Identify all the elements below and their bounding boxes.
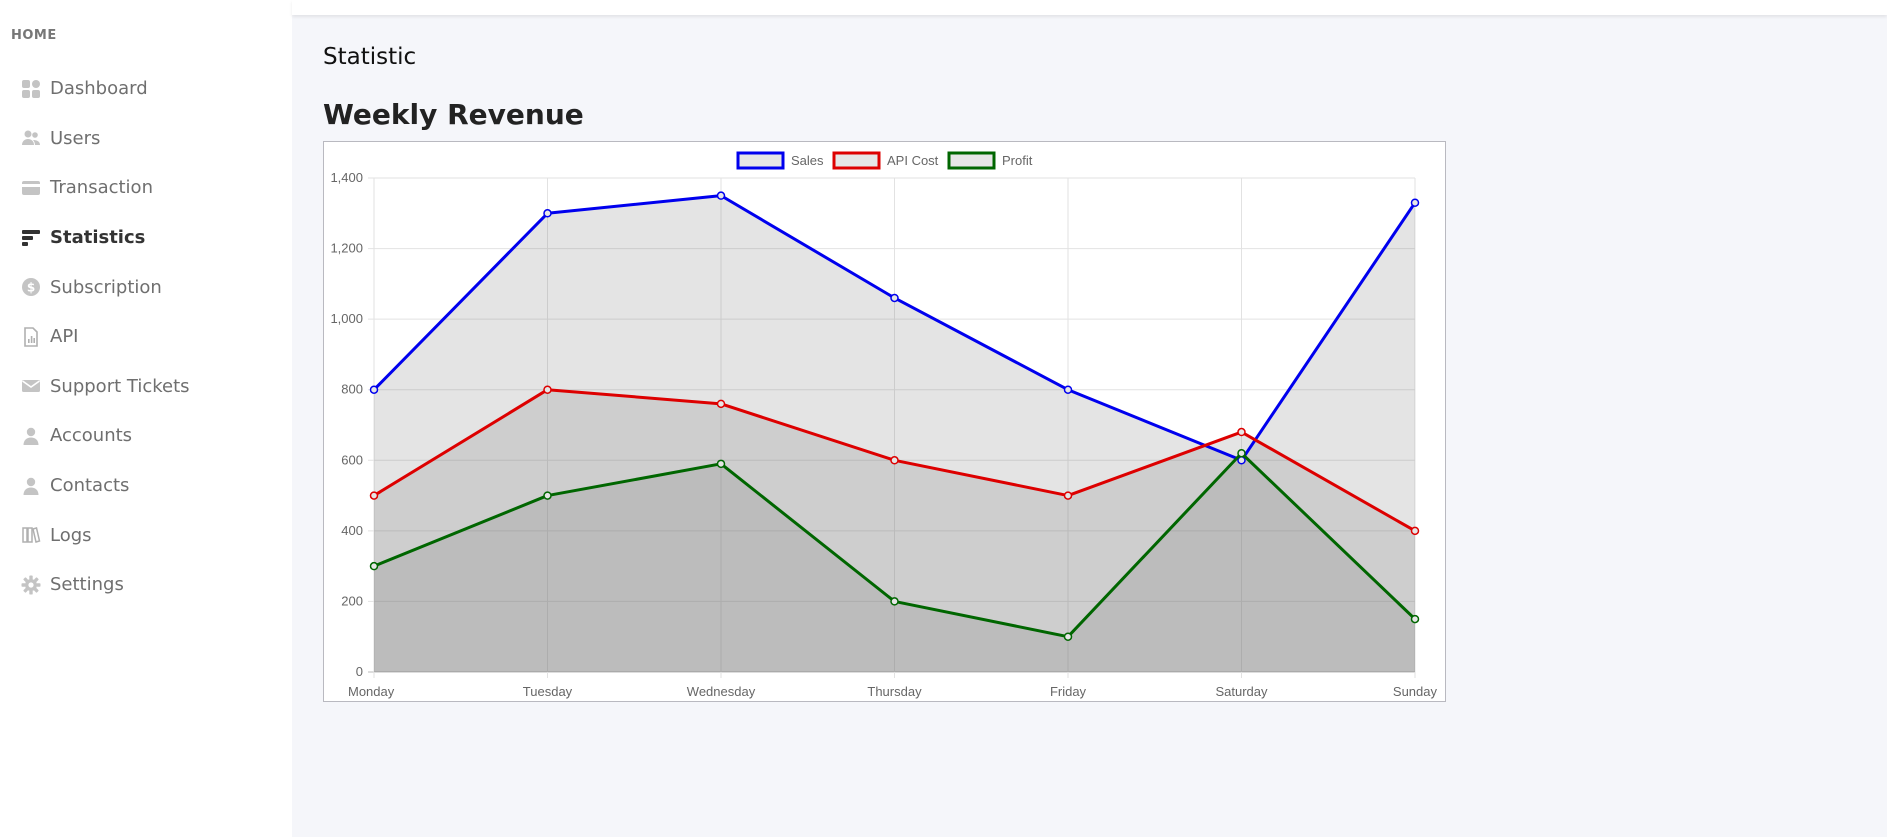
x-tick-label: Saturday (1215, 684, 1268, 699)
data-point-sales (1410, 198, 1420, 207)
sidebar-item-logs[interactable]: Logs (0, 510, 292, 560)
data-point-profit (890, 597, 899, 606)
data-point-profit (543, 491, 552, 500)
sidebar-item-label: API (50, 326, 79, 348)
data-point-profit (1237, 448, 1246, 458)
chart-svg: 0 200 400 600 800 1,000 1,200 1,400 Monday Tuesda… (330, 151, 1438, 699)
nav-list: Dashboard Users Transaction Statistics $ Subs… (0, 64, 292, 610)
x-tick-label: Friday (1050, 684, 1087, 699)
sidebar-item-accounts[interactable]: Accounts (0, 411, 292, 461)
data-point-sales (369, 385, 379, 394)
sidebar-item-label: Settings (50, 574, 124, 596)
sidebar: HOME Dashboard Users Transaction Statistics… (0, 0, 292, 837)
statistics-icon (21, 228, 41, 248)
top-bar (292, 0, 1887, 15)
legend-label-sales: Sales (791, 153, 824, 168)
y-tick-label: 0 (356, 664, 363, 679)
sidebar-item-label: Subscription (50, 276, 162, 298)
x-tick-label: Sunday (1393, 684, 1438, 699)
weekly-revenue-chart: 0 200 400 600 800 1,000 1,200 1,400 Monday Tuesda… (323, 141, 1446, 702)
sidebar-item-label: Accounts (50, 425, 133, 447)
sidebar-item-label: Support Tickets (50, 375, 190, 397)
envelope-icon (21, 376, 41, 396)
area-api-cost (374, 389, 1415, 672)
y-tick-label: 200 (341, 593, 363, 608)
sidebar-item-statistics[interactable]: Statistics (0, 213, 292, 263)
y-tick-label: 600 (341, 452, 363, 467)
svg-text:$: $ (27, 281, 35, 295)
area-profit (374, 453, 1415, 672)
user-icon (21, 426, 41, 446)
file-chart-icon (21, 326, 41, 347)
sidebar-item-label: Transaction (50, 177, 153, 199)
legend-label-profit: Profit (1002, 153, 1033, 168)
data-point-profit (716, 459, 726, 469)
data-point-sales (716, 191, 726, 200)
dashboard-icon (21, 79, 41, 99)
sidebar-item-users[interactable]: Users (0, 114, 292, 164)
data-point-sales (1063, 385, 1073, 394)
x-tick-label: Tuesday (523, 684, 573, 699)
x-tick-label: Wednesday (687, 684, 756, 699)
sidebar-item-subscription[interactable]: $ Subscription (0, 262, 292, 312)
dollar-icon: $ (21, 277, 41, 297)
nav-section-label: HOME (11, 28, 57, 43)
y-tick-label: 400 (341, 523, 363, 538)
y-tick-label: 1,000 (330, 311, 363, 326)
data-point-api-cost (1063, 491, 1073, 500)
sidebar-item-label: Dashboard (50, 78, 148, 100)
y-tick-label: 1,400 (330, 170, 363, 185)
data-point-profit (1410, 614, 1420, 624)
sidebar-item-label: Statistics (50, 227, 146, 249)
sidebar-item-transaction[interactable]: Transaction (0, 163, 292, 213)
data-point-api-cost (369, 491, 379, 500)
area-sales (374, 195, 1415, 672)
sidebar-item-contacts[interactable]: Contacts (0, 461, 292, 511)
data-point-api-cost (890, 456, 899, 465)
sidebar-item-dashboard[interactable]: Dashboard (0, 64, 292, 114)
sidebar-item-label: Users (50, 127, 101, 149)
users-icon (21, 128, 41, 148)
book-icon (21, 525, 41, 545)
data-point-api-cost (716, 399, 726, 409)
sidebar-item-support-tickets[interactable]: Support Tickets (0, 362, 292, 412)
data-point-profit (369, 561, 379, 571)
x-tick-label: Monday (348, 684, 395, 699)
page-title: Statistic (323, 44, 417, 70)
legend-swatch-profit (947, 151, 996, 170)
credit-card-icon (21, 178, 41, 198)
sidebar-item-label: Logs (50, 524, 92, 546)
x-tick-label: Thursday (867, 684, 922, 699)
data-point-api-cost (1410, 526, 1420, 536)
sidebar-item-settings[interactable]: Settings (0, 560, 292, 610)
data-point-api-cost (543, 385, 552, 394)
chart-title: Weekly Revenue (323, 98, 584, 131)
user-icon (21, 476, 41, 496)
sidebar-item-label: Contacts (50, 475, 130, 497)
sidebar-item-api[interactable]: API (0, 312, 292, 362)
gear-icon (21, 575, 41, 595)
legend-swatch-sales (736, 151, 785, 170)
data-point-sales (543, 209, 552, 218)
data-point-profit (1063, 632, 1073, 641)
data-point-sales (890, 293, 899, 303)
main-content: Statistic Weekly Revenue 0 200 400 600 800 1,… (292, 0, 1887, 837)
legend-swatch-api-cost (832, 151, 881, 170)
legend-label-api-cost: API Cost (887, 153, 939, 168)
y-tick-label: 800 (341, 382, 363, 397)
y-tick-label: 1,200 (330, 241, 363, 256)
data-point-api-cost (1237, 427, 1246, 437)
